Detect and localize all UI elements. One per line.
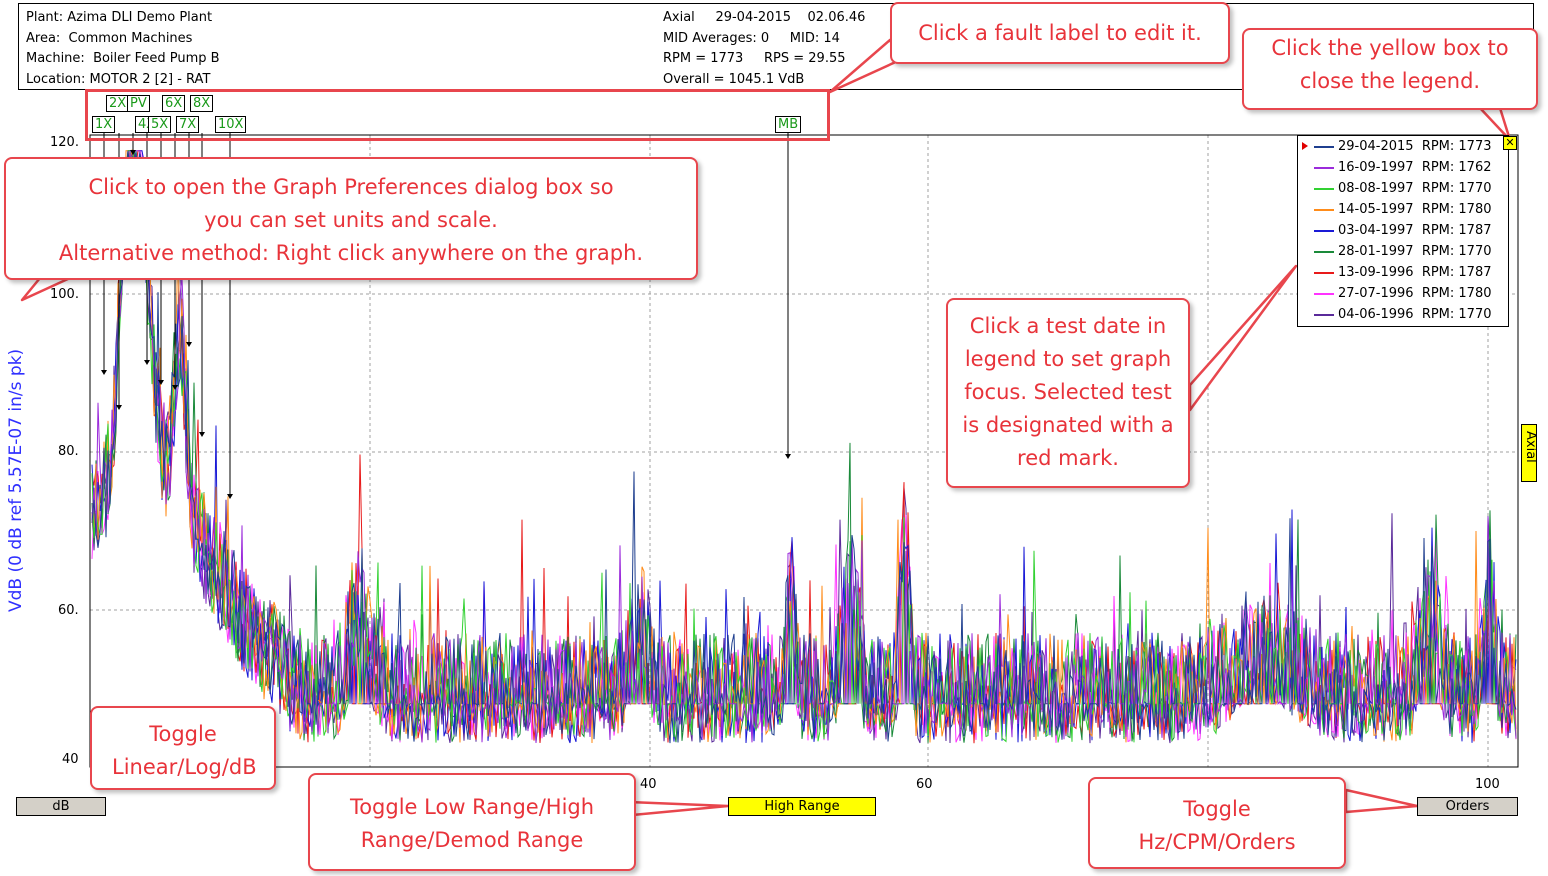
y-tick-80: 80. [58, 444, 79, 459]
legend-entry-text: 03-04-1997 RPM: 1787 [1338, 223, 1492, 238]
legend-swatch [1314, 146, 1334, 148]
fault-marker-arrowhead [130, 150, 136, 155]
callout-graph-prefs-alt-text: Alternative method: Right click anywhere… [58, 241, 644, 265]
plant-text: Plant: Azima DLI Demo Plant [26, 10, 213, 25]
mid-averages-text: MID Averages: 0 MID: 14 [663, 30, 840, 46]
fault-marker-arrowhead [116, 405, 122, 410]
fault-label-mb[interactable]: MB [775, 116, 802, 133]
callout-toggle-xunits: Toggle Hz/CPM/Orders [1088, 777, 1346, 869]
y-tick-40: 40 [62, 752, 79, 767]
x-tick-60: 60 [916, 777, 933, 792]
axial-text: Axial 29-04-2015 02.06.46 [663, 10, 866, 25]
area-text: Area: Common Machines [26, 30, 193, 46]
axial-tab-label: Axial [1523, 431, 1538, 463]
legend-swatch [1314, 188, 1334, 190]
axial-tab[interactable]: Axial [1521, 424, 1538, 482]
legend-entry-text: 16-09-1997 RPM: 1762 [1338, 160, 1492, 175]
legend-entry[interactable]: 28-01-1997 RPM: 1770 [1298, 241, 1510, 262]
legend-swatch [1314, 251, 1334, 253]
legend-entry[interactable]: 29-04-2015 RPM: 1773 [1298, 136, 1510, 157]
y-tick-100: 100. [50, 287, 79, 302]
fault-label-7x[interactable]: 7X [176, 116, 200, 133]
plot-frame [89, 134, 1519, 768]
legend-entry-text: 14-05-1997 RPM: 1780 [1338, 202, 1492, 217]
fault-label-5x[interactable]: 5X [148, 116, 172, 133]
units-toggle-button[interactable]: dB [16, 797, 106, 816]
callout-fault-edit: Click a fault label to edit it. [890, 2, 1230, 64]
spectrum-traces[interactable] [91, 148, 1517, 744]
legend-entry[interactable]: 27-07-1996 RPM: 1780 [1298, 283, 1510, 304]
legend-entry[interactable]: 16-09-1997 RPM: 1762 [1298, 157, 1510, 178]
fault-label-1x[interactable]: 1X [92, 116, 116, 133]
callout-pointer [1188, 264, 1298, 412]
fault-label-8x[interactable]: 8X [190, 95, 214, 112]
fault-marker-arrowhead [199, 432, 205, 437]
legend-swatch [1314, 167, 1334, 169]
y-tick-120: 120. [50, 135, 79, 150]
rpm-text: RPM = 1773 RPS = 29.55 [663, 51, 846, 67]
fault-marker-arrowhead [101, 370, 107, 375]
fault-label-2x[interactable]: 2X [106, 95, 130, 112]
legend-entry[interactable]: 04-06-1996 RPM: 1770 [1298, 304, 1510, 325]
callout-graph-prefs: Click to open the Graph Preferences dial… [4, 157, 698, 280]
legend-close-box[interactable]: ✕ [1503, 136, 1517, 150]
fault-marker-arrowhead [158, 380, 164, 385]
y-axis-label: VdB (0 dB ref 5.57E-07 in/s pk) [6, 348, 26, 612]
overall-text: Overall = 1045.1 VdB [663, 72, 805, 88]
legend-entry-text: 27-07-1996 RPM: 1780 [1338, 286, 1492, 301]
fault-marker-arrowhead [172, 385, 178, 390]
range-toggle-button[interactable]: High Range [728, 797, 876, 816]
legend-entry[interactable]: 08-08-1997 RPM: 1770 [1298, 178, 1510, 199]
fault-marker-arrowhead [186, 342, 192, 347]
legend-entry[interactable]: 03-04-1997 RPM: 1787 [1298, 220, 1510, 241]
legend-entry-text: 28-01-1997 RPM: 1770 [1338, 244, 1492, 259]
legend-entry-text: 29-04-2015 RPM: 1773 [1338, 139, 1492, 154]
location-text: Location: MOTOR 2 [2] - RAT [26, 72, 211, 88]
callout-close-legend: Click the yellow box to close the legend… [1242, 28, 1538, 110]
test-legend: 29-04-2015 RPM: 1773 16-09-1997 RPM: 1762… [1297, 135, 1509, 327]
callout-graph-prefs-text: Click to open the Graph Preferences dial… [88, 175, 614, 232]
legend-swatch [1314, 293, 1334, 295]
spectrum-trace[interactable] [91, 150, 1517, 744]
xunits-toggle-button[interactable]: Orders [1417, 797, 1518, 816]
fault-label-6x[interactable]: 6X [162, 95, 186, 112]
callout-pointer [1344, 788, 1419, 814]
x-tick-100: 100 [1475, 777, 1500, 792]
machine-text: Machine: Boiler Feed Pump B [26, 51, 220, 67]
legend-entry-text: 08-08-1997 RPM: 1770 [1338, 181, 1492, 196]
fault-marker-arrowhead [144, 360, 150, 365]
legend-entry[interactable]: 13-09-1996 RPM: 1787 [1298, 262, 1510, 283]
callout-toggle-units: Toggle Linear/Log/dB [90, 706, 276, 790]
legend-swatch [1314, 272, 1334, 274]
legend-swatch [1314, 230, 1334, 232]
header-left: Plant: Azima DLI Demo Plant Area: Common … [26, 8, 220, 91]
y-tick-60: 60. [58, 603, 79, 618]
legend-entry[interactable]: 14-05-1997 RPM: 1780 [1298, 199, 1510, 220]
x-tick-40: 40 [640, 777, 657, 792]
fault-marker-arrowhead [785, 454, 791, 459]
legend-swatch [1314, 314, 1334, 316]
legend-swatch [1314, 209, 1334, 211]
fault-marker-arrowhead [227, 494, 233, 499]
header-right: Axial 29-04-2015 02.06.46 MID Averages: 0… [663, 8, 865, 91]
legend-entry-text: 13-09-1996 RPM: 1787 [1338, 265, 1492, 280]
legend-entry-text: 04-06-1996 RPM: 1770 [1338, 307, 1492, 322]
selected-test-marker [1302, 142, 1308, 150]
fault-label-10x[interactable]: 10X [215, 116, 247, 133]
callout-toggle-range: Toggle Low Range/High Range/Demod Range [308, 773, 636, 871]
callout-legend-focus: Click a test date in legend to set graph… [946, 298, 1190, 488]
spectrum-trace[interactable] [91, 150, 1517, 744]
fault-label-pv[interactable]: PV [127, 95, 150, 112]
